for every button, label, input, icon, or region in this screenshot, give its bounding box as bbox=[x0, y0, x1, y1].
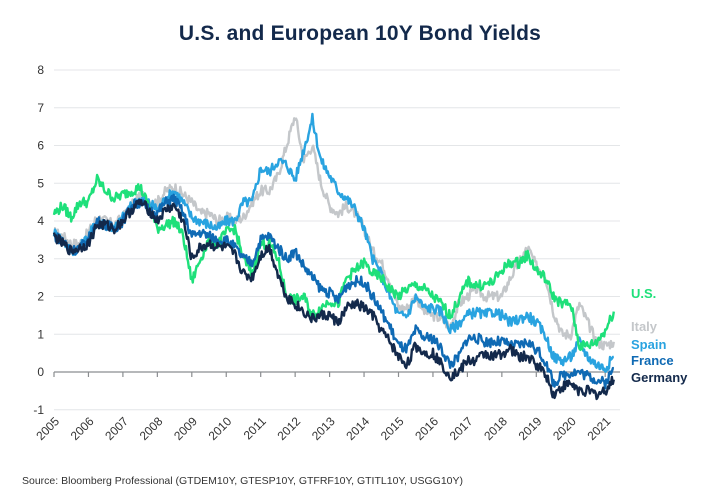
x-tick-label: 2021 bbox=[585, 414, 614, 443]
y-tick-label: 8 bbox=[37, 63, 44, 77]
y-tick-label: 0 bbox=[37, 365, 44, 379]
legend-label-france: France bbox=[631, 353, 674, 368]
x-tick-label: 2013 bbox=[309, 414, 338, 443]
x-tick-label: 2006 bbox=[68, 414, 97, 443]
line-chart: 8 7 6 5 4 3 2 1 0 -1 2005 2006 2007 2008 2009 2010 2011… bbox=[33, 63, 688, 443]
x-tick-label: 2019 bbox=[516, 414, 545, 443]
series-lines bbox=[52, 112, 615, 401]
x-axis: 2005 2006 2007 2008 2009 2010 2011 2012 2013 2014… bbox=[33, 371, 620, 443]
y-tick-label: 1 bbox=[37, 327, 44, 341]
x-tick-label: 2016 bbox=[412, 414, 441, 443]
y-tick-label: 2 bbox=[37, 290, 44, 304]
y-tick-label: 5 bbox=[37, 176, 44, 190]
y-tick-label: 4 bbox=[37, 214, 44, 228]
legend-label-spain: Spain bbox=[631, 337, 666, 352]
series-line-spain bbox=[52, 112, 615, 373]
y-tick-label: 3 bbox=[37, 252, 44, 266]
series-line-germany bbox=[52, 198, 615, 401]
y-axis: 8 7 6 5 4 3 2 1 0 -1 bbox=[33, 63, 44, 417]
x-tick-label: 2007 bbox=[102, 414, 131, 443]
x-tick-label: 2009 bbox=[171, 414, 200, 443]
x-tick-label: 2017 bbox=[447, 414, 476, 443]
x-tick-label: 2008 bbox=[137, 414, 166, 443]
legend-label-us: U.S. bbox=[631, 286, 656, 301]
legend-label-germany: Germany bbox=[631, 370, 688, 385]
x-tick-label: 2011 bbox=[241, 414, 269, 442]
series-line-us bbox=[52, 173, 615, 351]
x-tick-label: 2018 bbox=[481, 414, 510, 443]
y-tick-label: 7 bbox=[37, 101, 44, 115]
y-tick-label: 6 bbox=[37, 139, 44, 153]
x-tick-label: 2010 bbox=[206, 414, 235, 443]
x-tick-label: 2020 bbox=[550, 414, 579, 443]
x-tick-label: 2012 bbox=[274, 414, 303, 443]
x-tick-label: 2015 bbox=[378, 414, 407, 443]
grid-lines bbox=[54, 69, 620, 411]
source-note: Source: Bloomberg Professional (GTDEM10Y… bbox=[22, 475, 463, 487]
x-tick-label: 2014 bbox=[343, 414, 372, 443]
chart-title: U.S. and European 10Y Bond Yields bbox=[178, 22, 542, 45]
x-tick-label: 2005 bbox=[33, 414, 62, 443]
y-tick-label: -1 bbox=[33, 403, 44, 417]
legend-label-italy: Italy bbox=[631, 319, 658, 334]
